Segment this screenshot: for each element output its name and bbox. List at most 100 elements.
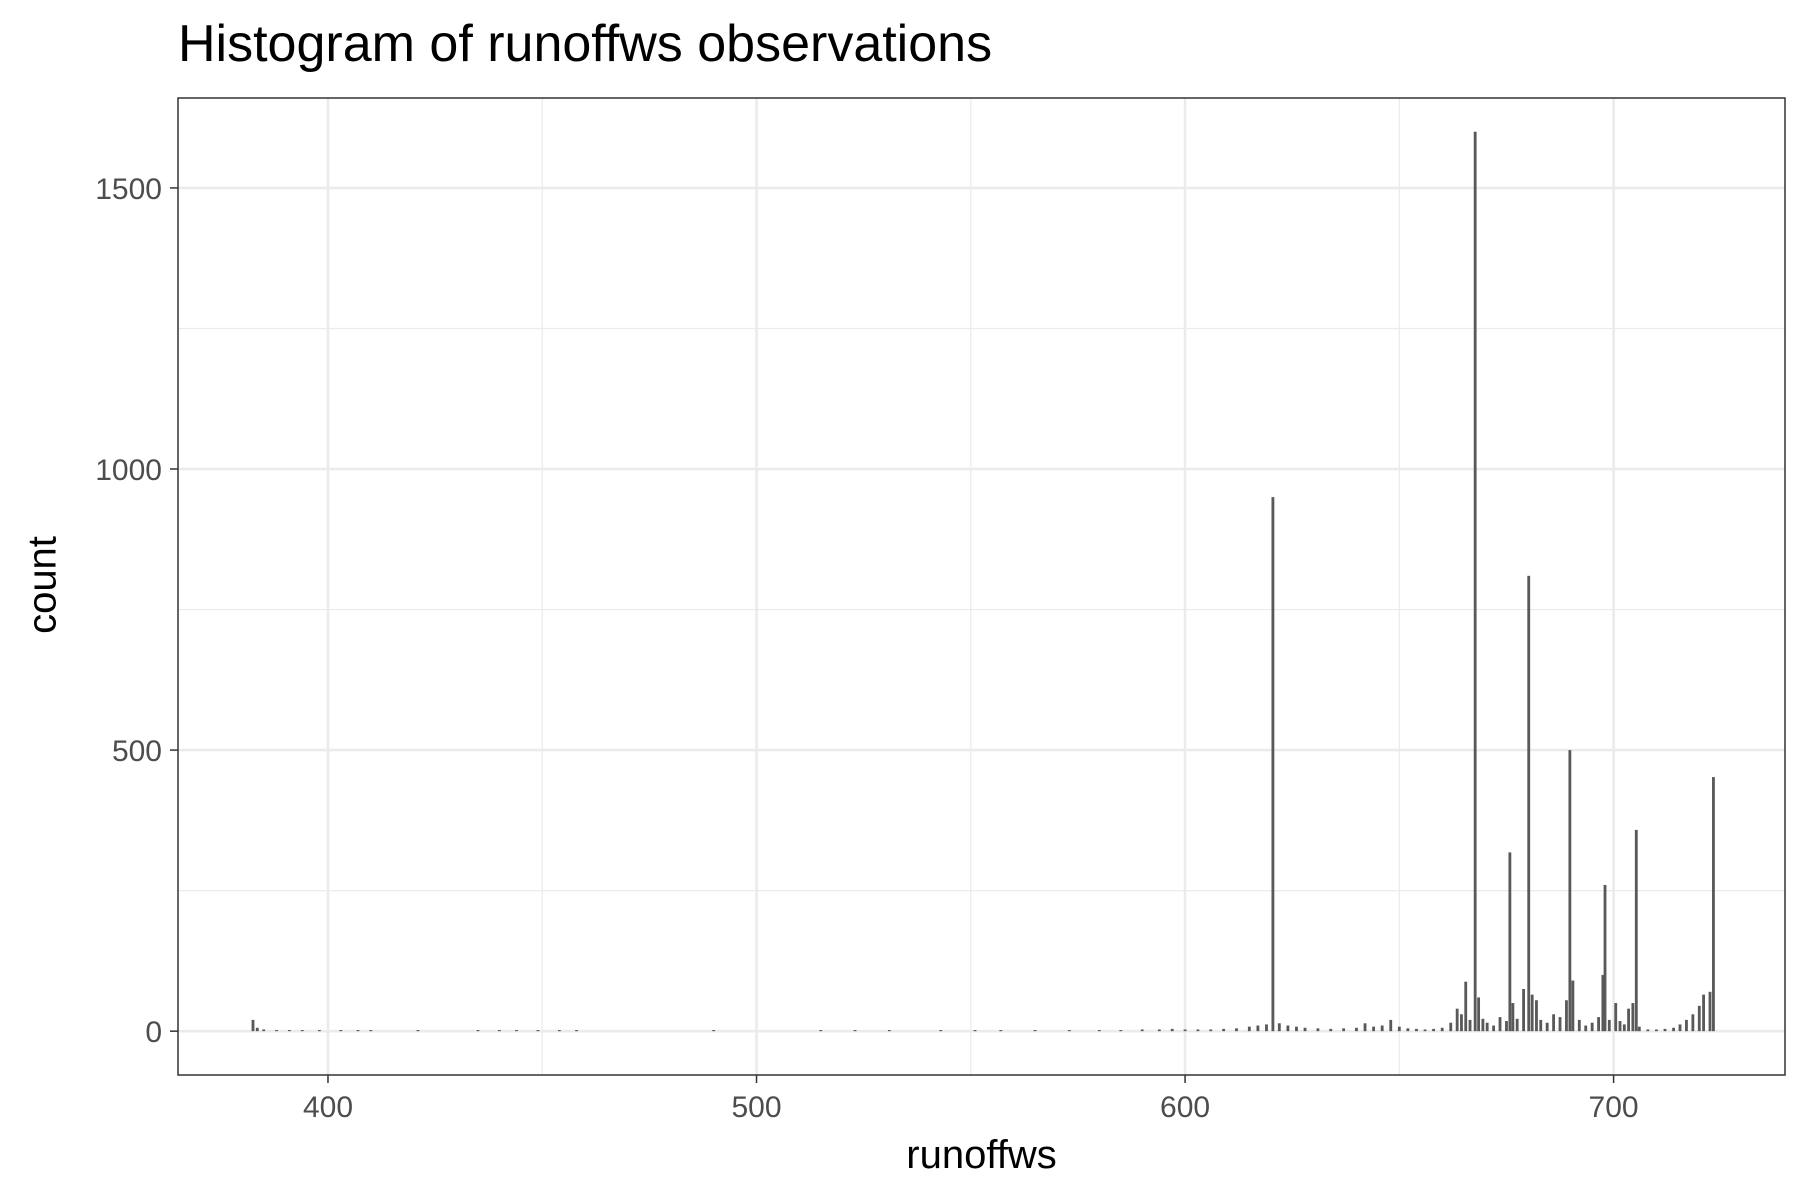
histogram-bar (1380, 1025, 1384, 1032)
histogram-bar (1222, 1028, 1226, 1032)
histogram-bar (1067, 1030, 1071, 1032)
histogram-bars (251, 131, 1715, 1032)
histogram-bar (1389, 1019, 1393, 1032)
histogram-bar (1423, 1029, 1427, 1032)
histogram-bar (1702, 994, 1705, 1032)
histogram-bar (1033, 1030, 1037, 1032)
histogram-bar (1415, 1028, 1418, 1032)
histogram-bar (1697, 1005, 1701, 1032)
histogram-bar (1545, 1022, 1549, 1032)
histogram-bar (1303, 1027, 1307, 1032)
histogram-bar (1712, 777, 1715, 1032)
histogram-bar (1558, 1017, 1562, 1032)
histogram-bar (1601, 974, 1605, 1032)
histogram-bar (1355, 1027, 1358, 1032)
histogram-bar (1508, 852, 1512, 1032)
histogram-bar (1498, 1017, 1502, 1032)
histogram-bar (575, 1030, 578, 1032)
histogram-bar (1571, 980, 1575, 1032)
histogram-bar (318, 1030, 321, 1032)
histogram-bar (1119, 1030, 1123, 1032)
histogram-bar (939, 1030, 943, 1032)
plot-border (177, 97, 1786, 1076)
histogram-bar (819, 1030, 823, 1032)
histogram-bar (1614, 1003, 1618, 1032)
histogram-bar (369, 1030, 373, 1032)
histogram-bar (1473, 131, 1477, 1032)
histogram-bar (1691, 1014, 1695, 1032)
histogram-bar (275, 1030, 278, 1032)
histogram-bar (1492, 1025, 1496, 1032)
histogram-bar (1685, 1019, 1688, 1032)
histogram-bar (1505, 1021, 1508, 1032)
histogram-bar (1485, 1022, 1489, 1032)
histogram-bar (1481, 1018, 1485, 1032)
histogram-bar (1372, 1026, 1376, 1032)
histogram-bar (1584, 1025, 1588, 1032)
histogram-bar (973, 1030, 977, 1032)
histogram-bar (1235, 1028, 1238, 1032)
histogram-bar (1539, 1019, 1543, 1032)
histogram-bar (1577, 1019, 1581, 1032)
histogram-bar (1271, 497, 1275, 1032)
histogram-bar (1316, 1028, 1320, 1032)
histogram-bar (1646, 1029, 1650, 1032)
histogram-bar (1183, 1029, 1187, 1032)
y-tick-label: 500 (112, 735, 162, 768)
histogram-bar (288, 1030, 291, 1032)
histogram-bar (712, 1030, 716, 1032)
histogram-bar (1468, 1019, 1472, 1032)
histogram-bar (1568, 750, 1572, 1032)
histogram-bar (1565, 1000, 1568, 1032)
histogram-bar (1603, 884, 1607, 1032)
histogram-bar (1535, 1000, 1538, 1032)
histogram-bar (476, 1030, 480, 1032)
histogram-bar (1663, 1028, 1667, 1032)
histogram-bar (1627, 1008, 1630, 1032)
histogram-bar (1511, 1003, 1515, 1032)
y-axis-label: count (20, 536, 65, 634)
histogram-bar (1637, 1026, 1641, 1032)
histogram-bar (1477, 997, 1481, 1032)
histogram-bar (1449, 1022, 1453, 1032)
histogram-bar (416, 1030, 420, 1032)
histogram-bar (1196, 1029, 1200, 1032)
y-tick-label: 0 (145, 1016, 162, 1049)
histogram-bar (1552, 1014, 1556, 1032)
histogram-bar (1342, 1028, 1346, 1032)
histogram-bar (262, 1029, 266, 1032)
histogram-bar (339, 1030, 343, 1032)
x-tick-label: 600 (1160, 1091, 1210, 1124)
histogram-bar (1170, 1028, 1174, 1032)
histogram-bar (1277, 1023, 1281, 1032)
histogram-bar (1464, 981, 1468, 1032)
histogram-bar (1286, 1025, 1290, 1032)
histogram-bar (1515, 1018, 1519, 1032)
histogram-bar (1655, 1029, 1658, 1032)
x-tick-label: 500 (731, 1091, 781, 1124)
histogram-bar (1406, 1028, 1410, 1032)
histogram-bar (1672, 1027, 1675, 1032)
y-axis: 0 500 1000 1500 (95, 173, 178, 1049)
histogram-bar (1522, 988, 1526, 1032)
histogram-bar (1455, 1008, 1459, 1032)
histogram-bar (1622, 1024, 1626, 1032)
y-tick-label: 1000 (95, 454, 162, 487)
histogram-bar (497, 1030, 501, 1032)
histogram-bar (1607, 1019, 1611, 1032)
x-tick-label: 700 (1589, 1091, 1639, 1124)
histogram-bar (1247, 1026, 1251, 1032)
histogram-bar (356, 1030, 360, 1032)
chart-title: Histogram of runoffws observations (178, 15, 993, 73)
histogram-bar (1440, 1027, 1444, 1032)
histogram-bar (1209, 1029, 1213, 1032)
histogram-bar (1530, 994, 1534, 1032)
histogram-bar (999, 1030, 1003, 1032)
histogram-bar (536, 1030, 540, 1032)
histogram-bar (1363, 1023, 1367, 1032)
histogram-bar (1329, 1028, 1333, 1032)
histogram-bar (255, 1027, 259, 1032)
histogram-bar (887, 1030, 891, 1032)
histogram-bar (1157, 1029, 1161, 1032)
